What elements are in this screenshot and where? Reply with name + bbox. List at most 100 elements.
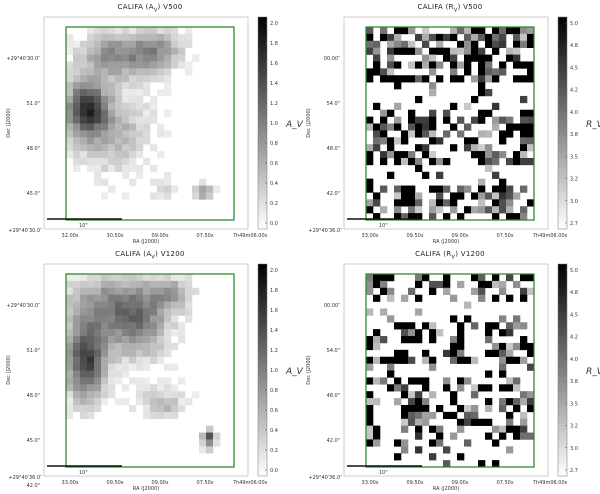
- heatmap-cell: [171, 280, 179, 289]
- heatmap-cell: [73, 377, 81, 385]
- heatmap-cell: [143, 109, 151, 117]
- heatmap-cell: [478, 144, 486, 152]
- colorbar-tick-label: 2.0: [270, 21, 278, 27]
- heatmap-cell: [408, 206, 416, 214]
- heatmap-cell: [73, 349, 81, 358]
- colorbar-tick-label: 0.4: [270, 181, 278, 187]
- heatmap-cell: [485, 192, 493, 200]
- heatmap-cell: [387, 370, 395, 378]
- heatmap-cell: [129, 157, 137, 166]
- y-tick-label: 00.00″: [324, 56, 340, 62]
- heatmap-cell: [171, 54, 179, 62]
- chart-title: CALIFA (RV) V1200: [415, 250, 485, 261]
- heatmap-cell: [101, 398, 109, 406]
- heatmap-cell: [436, 75, 444, 83]
- heatmap-cell: [527, 109, 535, 117]
- heatmap-cell: [443, 280, 451, 289]
- heatmap-cell: [185, 274, 193, 282]
- colorbar-tick-label: 3.8: [570, 379, 578, 385]
- heatmap-cell: [129, 322, 137, 330]
- heatmap-cell: [66, 391, 74, 399]
- heatmap-cell: [478, 61, 486, 69]
- heatmap-cell: [115, 356, 123, 364]
- heatmap-cell: [108, 384, 116, 392]
- colorbar-tick-label: 0.6: [270, 408, 278, 414]
- heatmap-cell: [457, 336, 465, 344]
- heatmap-cell: [101, 102, 109, 111]
- heatmap-cell: [101, 116, 109, 124]
- heatmap-cell: [94, 404, 102, 413]
- heatmap-cell: [506, 425, 514, 433]
- heatmap-cell: [499, 27, 507, 35]
- heatmap-cell: [464, 33, 472, 42]
- heatmap-cell: [87, 33, 95, 42]
- heatmap-cell: [471, 40, 479, 48]
- heatmap-cell: [164, 287, 172, 295]
- colorbar-tick-label: 3.5: [570, 401, 578, 407]
- heatmap-cell: [115, 47, 123, 55]
- heatmap-cell: [171, 315, 179, 323]
- heatmap-cell: [422, 322, 430, 330]
- heatmap-cell: [387, 294, 395, 302]
- colorbar-tick-label: 0.0: [270, 468, 278, 474]
- heatmap-cell: [66, 329, 74, 337]
- heatmap-cell: [520, 185, 528, 193]
- heatmap-cell: [394, 61, 402, 69]
- heatmap-cell: [464, 68, 472, 76]
- heatmap-cell: [366, 151, 374, 159]
- x-tick-label: 07.50s: [197, 233, 214, 239]
- heatmap-cell: [520, 418, 528, 426]
- heatmap-cell: [73, 329, 81, 337]
- heatmap-cell: [366, 178, 374, 186]
- heatmap-cell: [94, 308, 102, 316]
- heatmap-cell: [485, 418, 493, 426]
- heatmap-cell: [478, 178, 486, 186]
- colorbar-tick-label: 3.0: [570, 446, 578, 452]
- heatmap-cell: [478, 47, 486, 55]
- heatmap-cell: [192, 185, 200, 193]
- heatmap-cell: [101, 178, 109, 186]
- heatmap-cell: [478, 384, 486, 392]
- heatmap-cell: [471, 27, 479, 35]
- heatmap-cell: [87, 411, 95, 420]
- heatmap-cell: [164, 54, 172, 62]
- heatmap-cell: [73, 68, 81, 76]
- heatmap-cell: [450, 102, 458, 111]
- heatmap-cell: [136, 33, 144, 42]
- y-tick-label: 54.0": [327, 348, 340, 354]
- heatmap-cell: [415, 280, 423, 289]
- heatmap-cell: [443, 349, 451, 358]
- heatmap-cell: [150, 54, 158, 62]
- heatmap-cell: [164, 82, 172, 90]
- heatmap-cell: [143, 137, 151, 145]
- heatmap-cell: [73, 274, 81, 282]
- heatmap-cell: [366, 75, 374, 83]
- heatmap-cell: [122, 370, 130, 378]
- heatmap-cell: [129, 151, 137, 159]
- heatmap-cell: [373, 40, 381, 48]
- heatmap-cell: [94, 322, 102, 330]
- heatmap-cell: [115, 322, 123, 330]
- heatmap-cell: [73, 82, 81, 90]
- heatmap-cell: [450, 54, 458, 62]
- heatmap-cell: [150, 301, 158, 309]
- heatmap-cell: [73, 164, 81, 173]
- heatmap-cell: [520, 425, 528, 433]
- heatmap-cell: [520, 432, 528, 440]
- heatmap-cell: [387, 144, 395, 152]
- colorbar-tick-label: 1.2: [270, 348, 278, 354]
- heatmap-cell: [366, 377, 374, 385]
- heatmap-cell: [94, 280, 102, 289]
- heatmap-cell: [136, 342, 144, 351]
- heatmap-cell: [485, 398, 493, 406]
- heatmap-cell: [66, 102, 74, 111]
- heatmap-cell: [87, 144, 95, 152]
- heatmap-cell: [115, 68, 123, 76]
- heatmap-cell: [506, 349, 514, 358]
- heatmap-cell: [457, 425, 465, 433]
- heatmap-cell: [415, 329, 423, 337]
- heatmap-cell: [408, 116, 416, 124]
- heatmap-cell: [73, 116, 81, 124]
- heatmap-cell: [143, 308, 151, 316]
- heatmap-cell: [157, 274, 165, 282]
